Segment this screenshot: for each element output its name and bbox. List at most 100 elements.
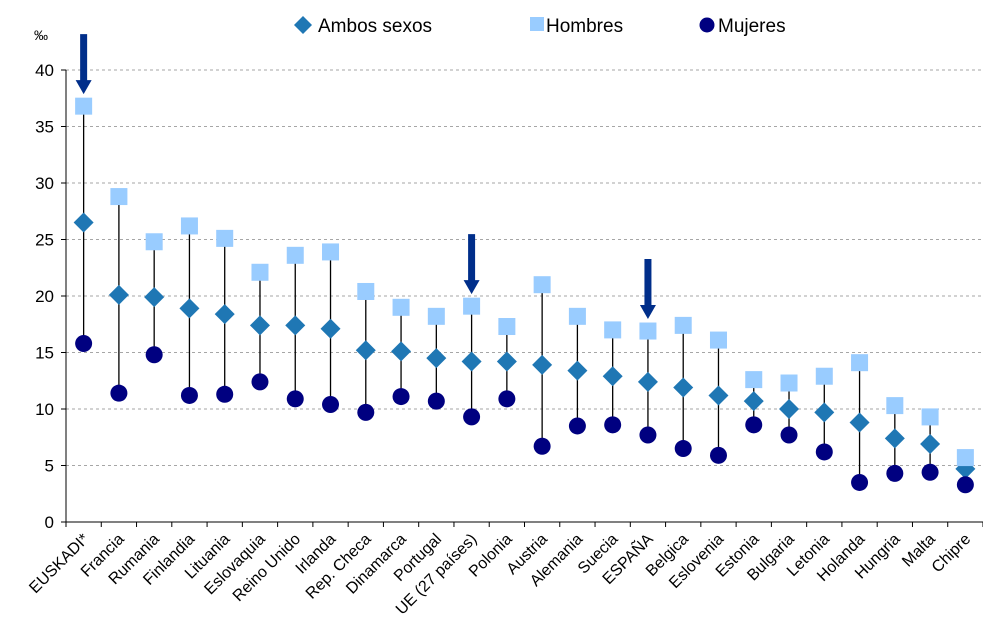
hombres-marker <box>851 354 869 372</box>
mujeres-marker <box>463 408 481 426</box>
ambos-marker <box>179 298 200 319</box>
legend-item-mujeres: Mujeres <box>699 16 786 37</box>
hombres-marker <box>780 374 798 392</box>
hombres-marker <box>145 233 163 251</box>
hombres-marker <box>956 449 974 467</box>
hombres-marker <box>216 229 234 247</box>
ambos-marker <box>461 351 482 372</box>
ambos-marker <box>214 304 235 325</box>
mujeres-marker <box>533 437 551 455</box>
hombres-marker <box>815 367 833 385</box>
mujeres-marker <box>216 385 234 403</box>
y-tick-labels: 0 5 10 15 20 25 30 35 40 <box>35 61 54 532</box>
hombres-marker <box>286 246 304 264</box>
mujeres-marker <box>427 392 445 410</box>
hombres-marker <box>392 298 410 316</box>
ambos-marker <box>673 377 694 398</box>
ambos-marker <box>108 284 129 305</box>
range-stems <box>82 106 967 485</box>
legend: Ambos sexos Hombres Mujeres <box>294 16 786 37</box>
mujeres-marker <box>110 384 128 402</box>
ambos-marker <box>920 434 941 455</box>
mujeres-marker <box>674 440 692 458</box>
hombres-marker <box>498 318 516 336</box>
mujeres-marker <box>709 446 727 464</box>
mujeres-marker <box>357 403 375 421</box>
mujeres-marker <box>921 463 939 481</box>
mujeres-marker <box>322 395 340 413</box>
data-markers <box>73 97 976 494</box>
x-category-labels: EUSKADI*FranciaRumaniaFinlandiaLituaniaE… <box>26 528 974 618</box>
mujeres-marker <box>745 416 763 434</box>
hombres-marker <box>709 331 727 349</box>
axes <box>61 69 983 527</box>
ambos-marker <box>884 428 905 449</box>
mujeres-marker <box>286 390 304 408</box>
ambos-marker <box>249 315 270 336</box>
mujeres-marker <box>180 386 198 404</box>
hombres-marker <box>322 243 340 261</box>
legend-item-hombres: Hombres <box>530 16 623 37</box>
legend-label-mujeres: Mujeres <box>718 16 786 37</box>
highlight-arrows <box>75 34 656 320</box>
hombres-marker <box>427 307 445 325</box>
mujeres-marker <box>498 390 516 408</box>
hombres-marker <box>745 371 763 389</box>
hombres-marker <box>533 276 551 294</box>
y-tick-label: 30 <box>35 174 54 193</box>
y-tick-label: 25 <box>35 231 54 250</box>
mujeres-marker <box>568 417 586 435</box>
ambos-marker <box>426 348 447 369</box>
ambos-marker <box>532 354 553 375</box>
mujeres-marker <box>956 476 974 494</box>
ambos-marker <box>637 371 658 392</box>
hombres-marker <box>251 263 269 281</box>
legend-item-ambos: Ambos sexos <box>294 16 432 37</box>
hombres-marker <box>604 321 622 339</box>
mujeres-marker <box>604 416 622 434</box>
legend-circle-icon <box>699 17 715 33</box>
ambos-marker <box>849 412 870 433</box>
ambos-marker <box>496 351 517 372</box>
mujeres-marker <box>251 373 269 391</box>
ambos-marker <box>708 385 729 406</box>
legend-label-ambos: Ambos sexos <box>318 16 432 37</box>
mujeres-marker <box>851 473 869 491</box>
y-tick-label: 40 <box>35 61 54 80</box>
mujeres-marker <box>780 426 798 444</box>
hombres-marker <box>75 97 93 115</box>
hombres-marker <box>921 408 939 426</box>
highlight-arrow-icon <box>463 234 480 295</box>
ambos-marker <box>814 402 835 423</box>
hombres-marker <box>886 397 904 415</box>
mujeres-marker <box>145 346 163 364</box>
hombres-marker <box>180 217 198 235</box>
hombres-marker <box>463 297 481 315</box>
ambos-marker <box>567 360 588 381</box>
mujeres-marker <box>639 426 657 444</box>
mujeres-marker <box>815 443 833 461</box>
ambos-marker <box>602 366 623 387</box>
mujeres-marker <box>392 388 410 406</box>
hombres-marker <box>568 307 586 325</box>
ambos-marker <box>144 287 165 308</box>
y-tick-label: 35 <box>35 118 54 137</box>
legend-diamond-icon <box>294 16 312 34</box>
hombres-marker <box>674 316 692 334</box>
hombres-marker <box>639 322 657 340</box>
x-category-label: Chipre <box>929 531 974 576</box>
y-tick-label: 5 <box>45 457 54 476</box>
ambos-marker <box>391 341 412 362</box>
ambos-marker <box>743 391 764 412</box>
ambos-marker <box>320 318 341 339</box>
hombres-marker <box>110 188 128 206</box>
y-tick-label: 20 <box>35 287 54 306</box>
ambos-marker <box>285 315 306 336</box>
y-tick-label: 15 <box>35 344 54 363</box>
y-tick-label: 10 <box>35 400 54 419</box>
y-unit-label: ‰ <box>34 27 48 43</box>
highlight-arrow-icon <box>639 259 656 320</box>
legend-square-icon <box>530 17 544 31</box>
ambos-marker <box>779 399 800 419</box>
